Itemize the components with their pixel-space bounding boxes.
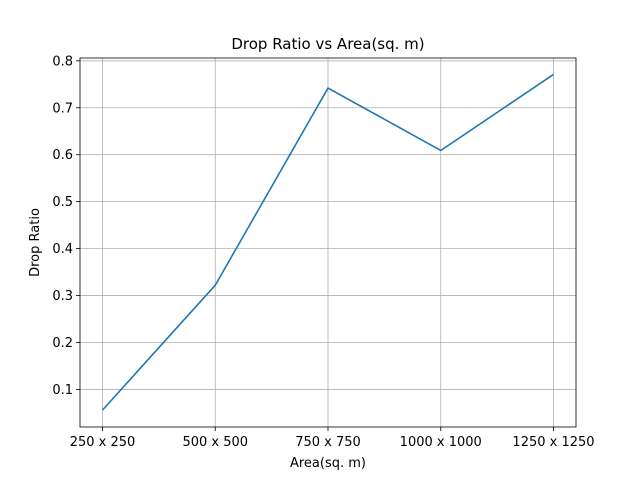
y-tick-label: 0.6 (52, 148, 73, 163)
y-tick-label: 0.8 (52, 54, 73, 69)
y-tick-label: 0.2 (52, 336, 73, 351)
y-tick-label: 0.7 (52, 101, 73, 116)
y-tick-label: 0.3 (52, 289, 73, 304)
x-tick-label: 750 x 750 (295, 435, 361, 450)
x-axis-label: Area(sq. m) (290, 456, 366, 471)
x-tick-label: 1250 x 1250 (512, 435, 594, 450)
y-axis-label: Drop Ratio (28, 208, 43, 277)
series-layer (101, 73, 554, 411)
x-tick-label: 1000 x 1000 (400, 435, 482, 450)
x-axis-ticks: 250 x 250 500 x 500 750 x 750 1000 x 1000 12… (70, 427, 595, 450)
grid (80, 58, 576, 427)
y-tick-label: 0.1 (52, 383, 73, 398)
y-tick-label: 0.4 (52, 242, 73, 257)
y-tick-label: 0.5 (52, 195, 73, 210)
chart-title: Drop Ratio vs Area(sq. m) (231, 35, 424, 53)
y-axis-ticks: 0.1 0.2 0.3 0.4 0.5 0.6 0.7 0.8 (52, 54, 80, 398)
x-tick-label: 500 x 500 (182, 435, 248, 450)
x-tick-label: 250 x 250 (70, 435, 136, 450)
series-line (101, 73, 554, 411)
